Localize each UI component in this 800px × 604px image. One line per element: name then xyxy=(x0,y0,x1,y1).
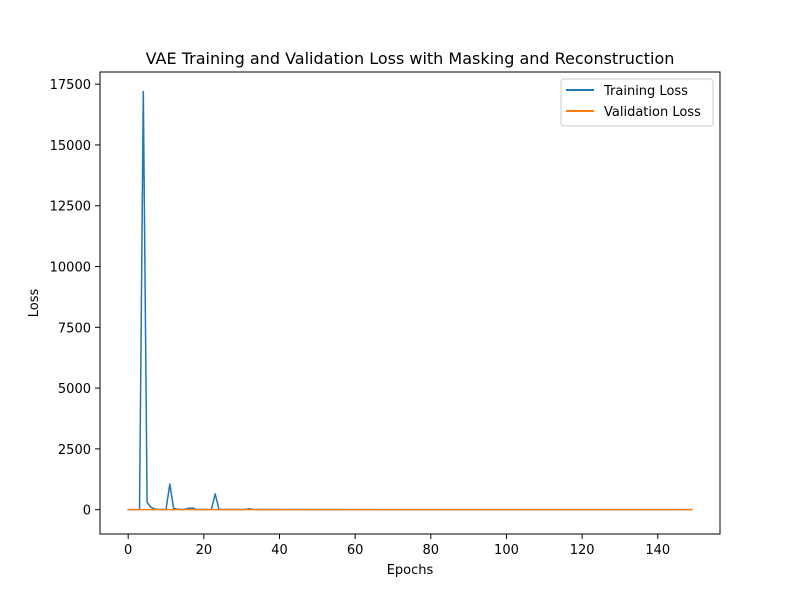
legend-label-training-loss: Training Loss xyxy=(603,84,688,99)
legend-label-validation-loss: Validation Loss xyxy=(604,105,701,120)
x-tick-label: 140 xyxy=(645,543,670,558)
y-axis-label: Loss xyxy=(27,289,42,318)
legend: Training Loss Validation Loss xyxy=(560,78,714,127)
y-tick-label: 17500 xyxy=(50,78,91,93)
y-tick-label: 2500 xyxy=(58,443,91,458)
y-tick-label: 15000 xyxy=(50,139,91,154)
y-tick-label: 7500 xyxy=(58,321,91,336)
chart-title: VAE Training and Validation Loss with Ma… xyxy=(146,49,675,68)
x-tick-label: 60 xyxy=(347,543,364,558)
plot-lines xyxy=(127,90,693,511)
x-tick-label: 0 xyxy=(124,543,132,558)
x-tick-label: 40 xyxy=(271,543,288,558)
x-tick-label: 20 xyxy=(196,543,213,558)
y-tick-label: 12500 xyxy=(50,200,91,215)
y-tick-label: 0 xyxy=(83,504,91,519)
x-tick-label: 100 xyxy=(494,543,519,558)
legend-box xyxy=(560,78,714,127)
y-tick-label: 5000 xyxy=(58,382,91,397)
y-axis: 0 2500 5000 7500 10000 12500 15000 17500 xyxy=(50,78,100,519)
x-axis-label: Epochs xyxy=(387,563,434,578)
plot-frame xyxy=(99,71,721,535)
x-tick-label: 80 xyxy=(423,543,440,558)
x-tick-label: 120 xyxy=(570,543,595,558)
x-axis: 0 20 40 60 80 100 120 140 xyxy=(124,534,670,558)
y-tick-label: 10000 xyxy=(50,261,91,276)
